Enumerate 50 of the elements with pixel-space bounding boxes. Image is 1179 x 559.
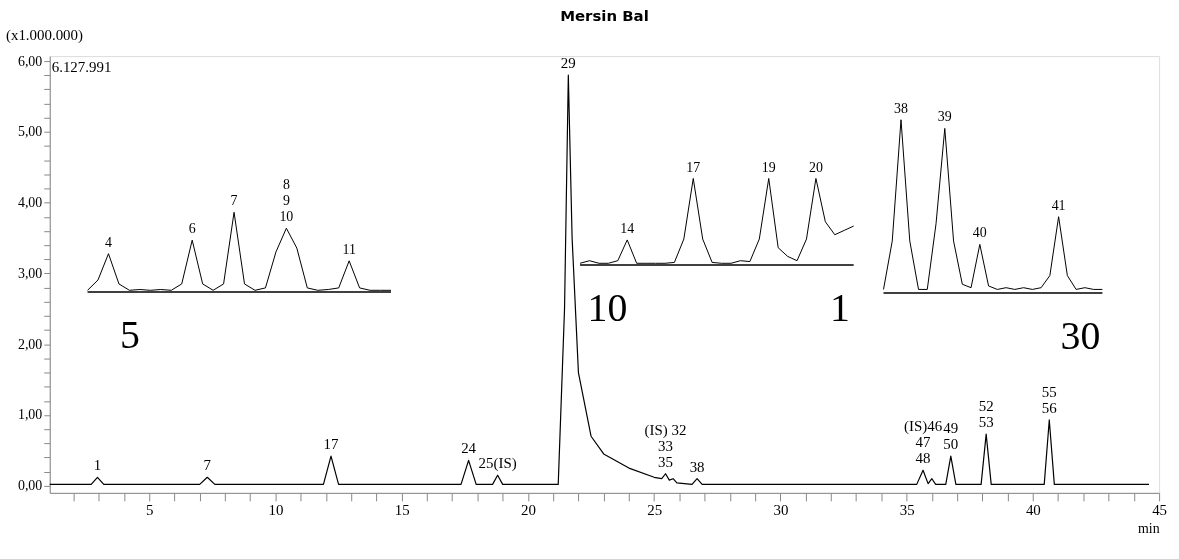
annotation: (IS) 32 33 35 [644,421,687,470]
annotation: 6.127.991 [51,59,112,76]
x-tick-label: 5 [145,502,154,519]
annotation: 19 [761,159,776,175]
annotation: 17 [686,159,701,175]
text: (x1.000.000) [5,27,84,45]
annotation: 10 [587,285,628,330]
annotation: 25(IS) [478,455,517,473]
y-tick-label: 4,00 [17,195,43,211]
y-tick-label: 1,00 [17,407,43,423]
annotation: 7 [230,193,238,209]
annotation: 49 50 [943,420,959,453]
x-tick-label: 10 [268,502,284,519]
annotation: 14 [620,220,635,236]
x-tick-label: 45 [1152,502,1168,519]
chart-title: Mersin Bal [560,7,649,26]
x-axis-title: min [1137,521,1160,537]
annotation: 8 9 10 [279,177,294,225]
annotation: 11 [342,241,356,257]
y-tick-label: 6,00 [17,53,43,69]
annotation: 1 [830,285,850,330]
y-tick-label: 0,00 [17,478,43,494]
annotation: 41 [1051,197,1066,213]
annotation: 20 [808,159,823,175]
annotation: 6 [188,221,196,237]
annotation: 1 [93,457,102,474]
x-tick-label: 35 [899,502,915,519]
y-tick-label: 5,00 [17,124,43,140]
x-tick-label: 15 [394,502,410,519]
y-tick-label: 3,00 [17,265,43,281]
annotation: 30 [1060,313,1101,358]
annotation: 38 [894,100,909,116]
x-tick-label: 40 [1025,502,1041,519]
annotation: 29 [560,55,576,72]
annotation: 5 [120,312,140,357]
line-series [49,74,1150,485]
annotation: (IS)46 47 48 [903,418,943,467]
annotation: 4 [105,234,113,250]
annotation: 55 56 [1041,384,1058,416]
annotation: 52 53 [978,398,994,431]
x-tick-label: 20 [520,502,536,519]
x-tick-label: 30 [773,502,789,519]
annotation: 24 [461,440,477,457]
annotation: 38 [689,458,705,475]
y-tick-label: 2,00 [17,336,43,352]
annotation: 39 [937,109,952,125]
annotation: 17 [323,436,339,453]
annotation: 40 [972,225,987,241]
x-tick-label: 25 [647,502,663,519]
annotation: 7 [203,457,212,474]
